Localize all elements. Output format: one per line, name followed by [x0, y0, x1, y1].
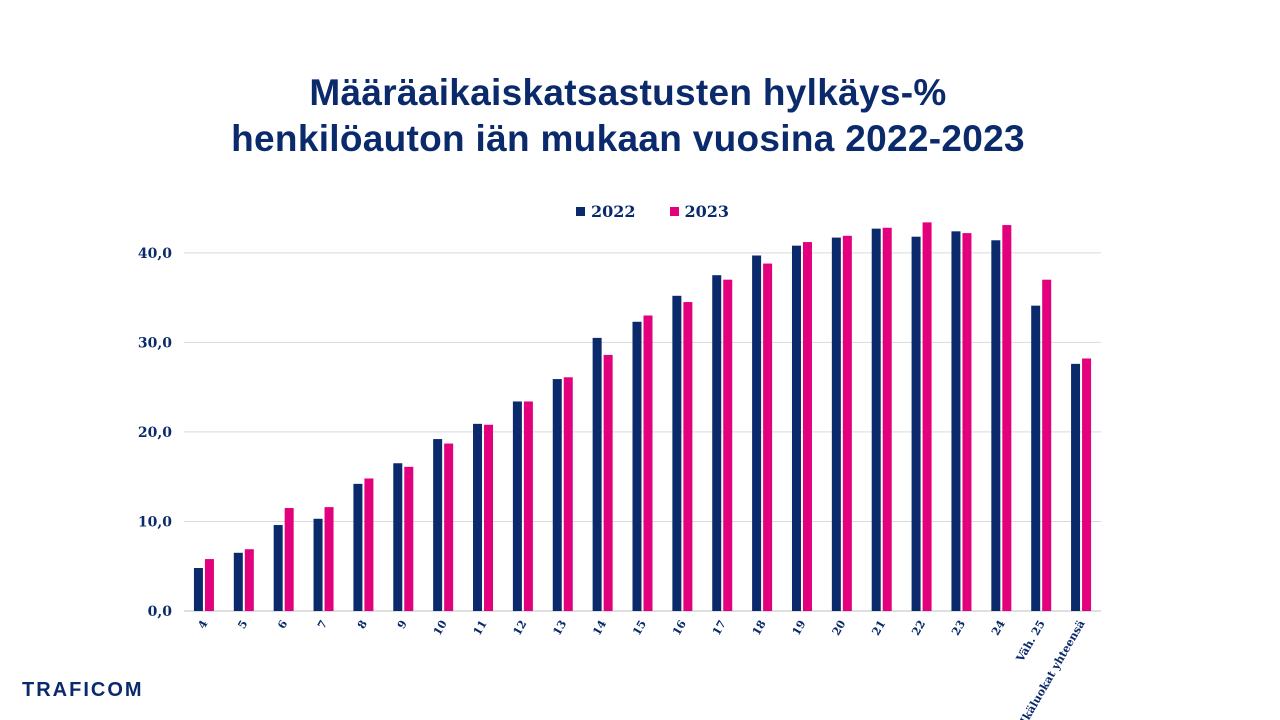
bar-2023-22 [922, 222, 932, 611]
bar-2023-väh-25 [1042, 279, 1052, 611]
bar-2023-23 [962, 233, 972, 612]
bar-2022-23 [951, 231, 961, 611]
bar-2023-18 [763, 263, 773, 611]
bar-2023-5 [244, 549, 254, 611]
bar-2023-10 [444, 443, 454, 611]
bar-2023-15 [643, 315, 653, 611]
x-tick-label: 15 [630, 618, 649, 638]
bar-2022-17 [712, 275, 722, 611]
x-tick-label: 17 [710, 618, 729, 638]
legend-swatch-2023 [669, 207, 679, 216]
bar-2022-18 [752, 255, 762, 611]
bar-2023-13 [563, 377, 573, 611]
bar-2023-17 [723, 279, 733, 611]
x-tick-label: Väh. 25 [1013, 618, 1048, 665]
chart-title: Määräaikaiskatsastusten hylkäys-% henkil… [0, 70, 1256, 162]
legend-label-2022: 2022 [591, 202, 636, 221]
bar-2022-9 [393, 463, 403, 611]
bar-2023-24 [1002, 225, 1012, 612]
chart-title-line2: henkilöauton iän mukaan vuosina 2022-202… [231, 118, 1025, 159]
bar-2022-20 [831, 237, 841, 611]
bar-2022-19 [791, 245, 801, 611]
bar-2023-9 [404, 466, 414, 611]
bar-2023-11 [484, 424, 494, 611]
x-tick-label: 14 [590, 618, 609, 638]
x-tick-label: 7 [315, 618, 330, 631]
bar-2022-21 [871, 228, 881, 611]
x-tick-label: 16 [670, 618, 689, 638]
bar-2023-16 [683, 302, 693, 611]
y-tick-label: 10,0 [138, 514, 172, 530]
bar-2022-16 [672, 295, 682, 611]
bar-2022-24 [991, 240, 1001, 612]
traficom-logo: TRAFICOM [22, 679, 144, 701]
legend-label-2023: 2023 [684, 202, 730, 221]
bar-2023-12 [523, 401, 533, 611]
x-tick-label: 20 [830, 618, 849, 638]
bar-2022-7 [313, 518, 323, 611]
x-tick-label: 5 [235, 618, 250, 631]
x-tick-label: 21 [869, 618, 888, 638]
y-tick-label: 0,0 [148, 604, 173, 620]
bar-2022-5 [233, 552, 243, 611]
x-tick-label: 11 [471, 618, 490, 638]
bar-2023-14 [603, 354, 613, 611]
bar-2022-14 [592, 337, 602, 611]
x-tick-label: 9 [395, 618, 410, 631]
bar-2023-20 [842, 235, 852, 611]
y-tick-label: 30,0 [138, 335, 172, 351]
bar-2023-19 [802, 242, 812, 611]
x-tick-label: 13 [550, 618, 569, 638]
bar-2022-12 [512, 401, 522, 611]
bar-2022-11 [473, 423, 483, 611]
bar-2022-10 [433, 439, 443, 611]
x-tick-label: 23 [949, 618, 968, 638]
x-tick-label: 8 [355, 618, 370, 631]
bar-2023-21 [882, 227, 892, 611]
bar-2022-15 [632, 321, 642, 611]
x-tick-label: 18 [750, 618, 769, 638]
bar-2022-6 [273, 525, 283, 611]
bar-2022-4 [193, 568, 203, 611]
x-tick-label: 4 [195, 618, 210, 631]
bar-2022-ikäluokat-yhteensä [1071, 363, 1081, 611]
y-tick-label: 40,0 [138, 246, 172, 262]
bar-2023-7 [324, 507, 334, 611]
bar-2023-6 [284, 508, 294, 611]
bar-2022-8 [353, 483, 363, 611]
y-tick-label: 20,0 [138, 425, 172, 441]
legend-swatch-2022 [576, 207, 585, 216]
bar-2022-väh-25 [1031, 305, 1041, 611]
chart-title-line1: Määräaikaiskatsastusten hylkäys-% [309, 72, 947, 113]
bar-2022-22 [911, 236, 921, 611]
legend-item-2023: 2023 [669, 202, 730, 221]
x-tick-label: 10 [431, 618, 450, 638]
x-tick-label: 24 [989, 618, 1008, 638]
legend-item-2022: 2022 [576, 202, 636, 221]
bar-2023-8 [364, 478, 374, 611]
bar-2023-ikäluokat-yhteensä [1082, 358, 1092, 611]
bar-2023-4 [204, 559, 214, 611]
x-tick-label: 19 [790, 618, 809, 638]
x-tick-label: 6 [275, 618, 290, 631]
x-tick-label: 12 [511, 618, 530, 638]
chart-legend: 2022 2023 [576, 202, 729, 221]
bar-2022-13 [552, 379, 562, 611]
x-tick-label: 22 [909, 618, 928, 638]
